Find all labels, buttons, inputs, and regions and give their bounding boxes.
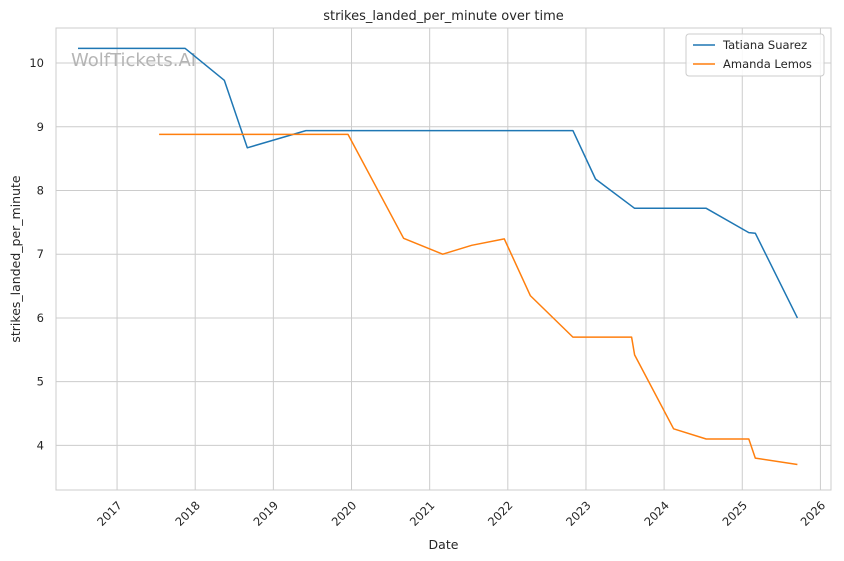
- legend: Tatiana Suarez Amanda Lemos: [685, 33, 825, 77]
- y-tick-label: 7: [37, 247, 44, 261]
- legend-label: Tatiana Suarez: [722, 38, 807, 52]
- chart-title: strikes_landed_per_minute over time: [323, 9, 564, 24]
- legend-box: [685, 33, 825, 77]
- series-layer: [78, 47, 799, 466]
- x-tick-label: 2022: [485, 498, 516, 529]
- x-tick-label: 2018: [172, 498, 203, 529]
- x-tick-label: 2023: [563, 498, 594, 529]
- x-tick-label: 2019: [251, 498, 282, 529]
- y-tick-label: 10: [29, 56, 44, 70]
- plot-area: [55, 27, 832, 491]
- legend-label: Amanda Lemos: [723, 57, 812, 71]
- x-tick-label: 2017: [94, 498, 125, 529]
- x-tick-label: 2020: [329, 498, 360, 529]
- x-tick-label: 2021: [407, 498, 438, 529]
- series-line-2: [159, 133, 798, 466]
- y-axis-ticks: 4 5 6 7 8 9 10: [29, 56, 44, 452]
- series-line-1: [78, 47, 799, 319]
- y-tick-label: 4: [37, 438, 44, 452]
- x-tick-label: 2026: [798, 498, 829, 529]
- y-tick-label: 6: [37, 311, 44, 325]
- x-tick-label: 2024: [641, 498, 672, 529]
- x-tick-label: 2025: [719, 498, 750, 529]
- x-axis-label: Date: [429, 537, 459, 552]
- x-axis-ticks: 2017 2018 2019 2020 2021 2022 2023 2024 2025 2026: [94, 498, 828, 529]
- y-tick-label: 9: [37, 120, 44, 134]
- y-axis-label: strikes_landed_per_minute: [8, 175, 23, 343]
- watermark: WolfTickets.AI: [71, 50, 196, 71]
- y-tick-label: 5: [37, 375, 44, 389]
- y-tick-label: 8: [37, 183, 44, 197]
